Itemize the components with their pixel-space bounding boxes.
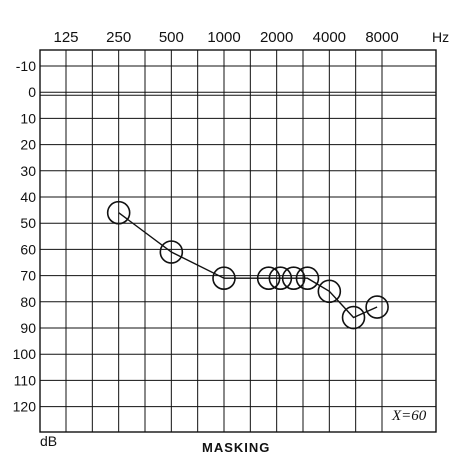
x-tick-label: 250	[106, 29, 131, 46]
y-tick-label: 10	[20, 110, 36, 126]
x-tick-label: 4000	[313, 29, 346, 46]
series-threshold	[106, 200, 389, 330]
data-point-circle	[341, 305, 366, 330]
y-unit-label: dB	[40, 433, 57, 449]
data-point-circle	[268, 266, 293, 291]
annotation-label: X=60	[391, 408, 427, 424]
y-axis-ticks: -10 0 10 20 30 40 50 60 70 80 90 100 110 120	[13, 58, 37, 415]
x-unit-label: Hz	[432, 29, 449, 45]
data-point-circle	[281, 266, 306, 291]
data-point-circle	[256, 266, 281, 291]
y-tick-label: 100	[13, 346, 37, 362]
y-tick-label: 70	[20, 268, 36, 284]
data-point-circle	[317, 279, 342, 304]
footer-label: MASKING	[202, 440, 270, 453]
y-tick-label: 80	[20, 294, 36, 310]
series-line	[118, 212, 378, 319]
y-tick-label: 40	[20, 189, 36, 205]
grid	[39, 49, 437, 433]
y-tick-label: 30	[20, 163, 36, 179]
data-point-circle	[106, 200, 131, 225]
x-axis-ticks: 125 250 500 1000 2000 4000 8000	[53, 29, 398, 46]
y-tick-label: 60	[20, 241, 36, 257]
y-tick-label: 110	[14, 372, 37, 388]
y-tick-label: 0	[28, 84, 36, 100]
data-point-circle	[212, 266, 236, 291]
x-tick-label: 500	[159, 29, 184, 46]
x-tick-label: 125	[53, 29, 78, 46]
y-tick-label: 90	[20, 320, 36, 336]
data-point-circle	[365, 295, 389, 319]
plot-frame	[39, 49, 437, 433]
data-point-circle	[295, 266, 320, 291]
y-tick-label: -10	[16, 58, 36, 74]
y-tick-label: 50	[20, 215, 36, 231]
x-tick-label: 2000	[260, 29, 293, 46]
x-tick-label: 8000	[365, 29, 398, 46]
data-point-circle	[159, 240, 184, 264]
x-tick-label: 1000	[207, 29, 240, 46]
y-tick-label: 20	[20, 137, 36, 153]
y-tick-label: 120	[13, 399, 37, 415]
